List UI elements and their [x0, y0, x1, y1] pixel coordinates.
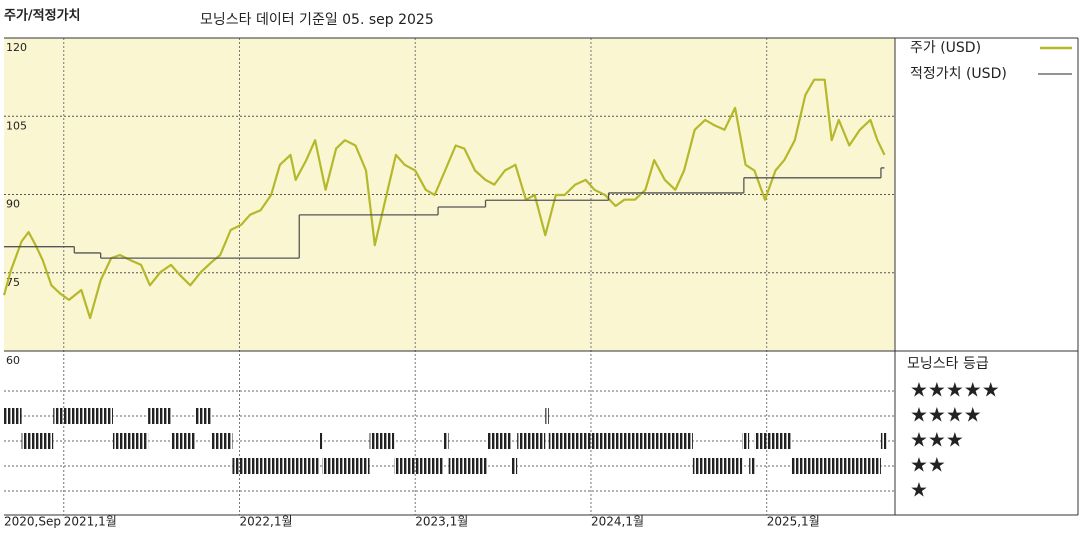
rating-bar: [394, 458, 444, 474]
chart-subtitle: 모닝스타 데이터 기준일 05. sep 2025: [200, 12, 434, 28]
rating-bar: [232, 458, 319, 474]
y-tick-label: 60: [6, 354, 20, 367]
rating-bar: [880, 433, 887, 449]
price-line: [2, 78, 886, 320]
rating-bar: [369, 433, 395, 449]
x-tick-label: 2025,1월: [767, 515, 820, 529]
rating-bar: [170, 433, 196, 449]
x-tick-label: 2021,1월: [64, 515, 117, 529]
rating-bar: [322, 458, 370, 474]
rating-bar: [53, 408, 113, 424]
rating-bar: [4, 408, 22, 424]
rating-bar: [487, 433, 512, 449]
rating-label: ★: [910, 478, 928, 502]
x-tick-label: 2022,1월: [239, 515, 292, 529]
rating-bar: [443, 433, 449, 449]
x-tick-label: 2020,Sep: [4, 515, 61, 529]
y-tick-label: 105: [6, 119, 27, 132]
rating-bar: [21, 433, 54, 449]
rating-bar: [318, 433, 323, 449]
rating-bar: [511, 458, 518, 474]
y-tick-label: 120: [6, 41, 27, 54]
rating-bar: [448, 458, 488, 474]
y-tick-label: 90: [6, 198, 20, 211]
rating-bar: [517, 433, 546, 449]
rating-bar: [148, 408, 171, 424]
legend-label: 주가 (USD): [910, 40, 981, 56]
chart-title: 주가/적정가치: [4, 8, 81, 24]
x-tick-label: 2023,1월: [415, 515, 468, 529]
rating-bar: [112, 433, 149, 449]
rating-bar: [195, 408, 212, 424]
rating-label: ★★★★★: [910, 378, 1000, 402]
rating-bar: [548, 433, 693, 449]
rating-bar: [742, 433, 750, 449]
rating-bar: [791, 458, 881, 474]
rating-label: ★★★: [910, 428, 964, 452]
rating-bar: [754, 433, 792, 449]
rating-bar: [211, 433, 233, 449]
rating-label: ★★★★: [910, 403, 982, 427]
x-tick-label: 2024,1월: [591, 515, 644, 529]
rating-bar: [545, 408, 549, 424]
rating-bar: [692, 458, 743, 474]
legend-label: 적정가치 (USD): [910, 66, 1007, 82]
rating-label: ★★: [910, 453, 946, 477]
rating-title: 모닝스타 등급: [907, 356, 989, 372]
rating-bar: [749, 458, 755, 474]
